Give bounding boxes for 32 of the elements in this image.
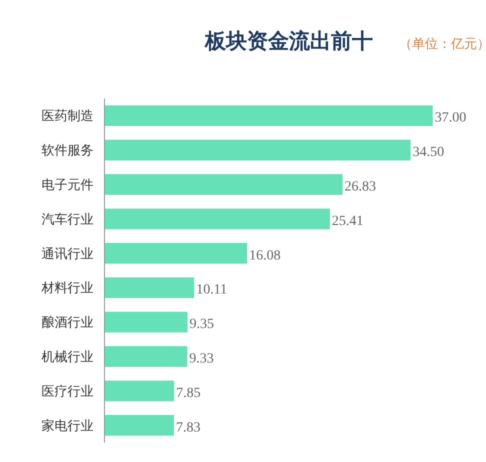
chart-title: 板块资金流出前十: [205, 30, 373, 53]
y-tick-label: 家电行业: [42, 418, 94, 433]
data-label: 26.83: [344, 180, 376, 194]
bar: [104, 208, 330, 230]
data-label: 10.11: [196, 282, 228, 298]
data-label: 25.41: [332, 214, 364, 229]
chart-subtitle: （单位：亿元）: [399, 36, 486, 51]
y-tick-label: 电子元件: [42, 177, 94, 192]
bar: [104, 174, 343, 195]
bar: [104, 105, 433, 126]
data-label: 37.00: [434, 110, 466, 126]
bar: [104, 414, 174, 436]
bar: [104, 277, 194, 298]
y-tick-label: 汽车行业: [42, 211, 94, 226]
y-tick-label: 通讯行业: [42, 246, 94, 261]
bar: [104, 312, 188, 332]
y-tick-label: 机械行业: [42, 349, 94, 364]
bar: [104, 140, 411, 160]
y-tick-label: 酿酒行业: [42, 314, 94, 330]
bar: [104, 380, 174, 402]
y-tick-label: 医药制造: [42, 108, 94, 124]
y-tick-label: 材料行业: [40, 280, 94, 296]
data-label: 7.83: [176, 420, 200, 436]
data-label: 7.85: [176, 386, 201, 401]
data-label: 16.08: [249, 248, 281, 264]
data-label: 9.33: [189, 352, 214, 366]
data-label: 9.35: [189, 317, 214, 332]
bar: [104, 242, 248, 264]
y-tick-label: 软件服务: [42, 142, 94, 158]
data-label: 34.50: [412, 145, 444, 160]
y-tick-label: 医疗行业: [42, 383, 94, 398]
bar: [104, 346, 188, 367]
